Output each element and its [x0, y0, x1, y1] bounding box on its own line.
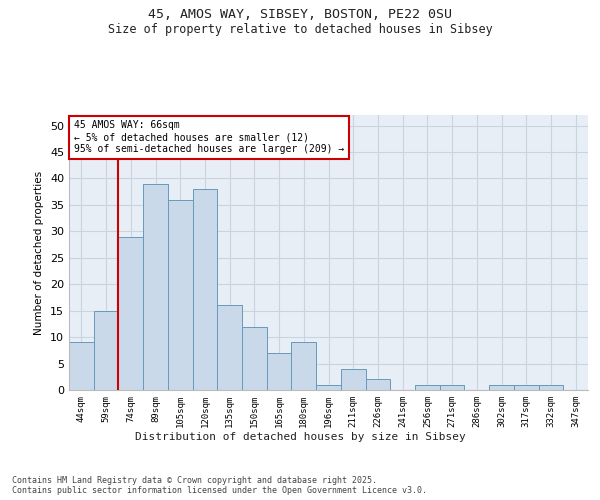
Bar	[539, 384, 563, 390]
Bar	[69, 342, 94, 390]
Bar	[489, 384, 514, 390]
Bar	[242, 326, 267, 390]
Text: Distribution of detached houses by size in Sibsey: Distribution of detached houses by size …	[134, 432, 466, 442]
Bar	[94, 310, 118, 390]
Text: 45, AMOS WAY, SIBSEY, BOSTON, PE22 0SU: 45, AMOS WAY, SIBSEY, BOSTON, PE22 0SU	[148, 8, 452, 20]
Bar	[415, 384, 440, 390]
Bar	[316, 384, 341, 390]
Y-axis label: Number of detached properties: Number of detached properties	[34, 170, 44, 334]
Bar	[193, 189, 217, 390]
Bar	[143, 184, 168, 390]
Bar	[217, 306, 242, 390]
Text: 45 AMOS WAY: 66sqm
← 5% of detached houses are smaller (12)
95% of semi-detached: 45 AMOS WAY: 66sqm ← 5% of detached hous…	[74, 120, 344, 154]
Text: Size of property relative to detached houses in Sibsey: Size of property relative to detached ho…	[107, 22, 493, 36]
Bar	[440, 384, 464, 390]
Bar	[514, 384, 539, 390]
Bar	[365, 380, 390, 390]
Text: Contains HM Land Registry data © Crown copyright and database right 2025.
Contai: Contains HM Land Registry data © Crown c…	[12, 476, 427, 495]
Bar	[292, 342, 316, 390]
Bar	[267, 353, 292, 390]
Bar	[118, 236, 143, 390]
Bar	[341, 369, 365, 390]
Bar	[168, 200, 193, 390]
